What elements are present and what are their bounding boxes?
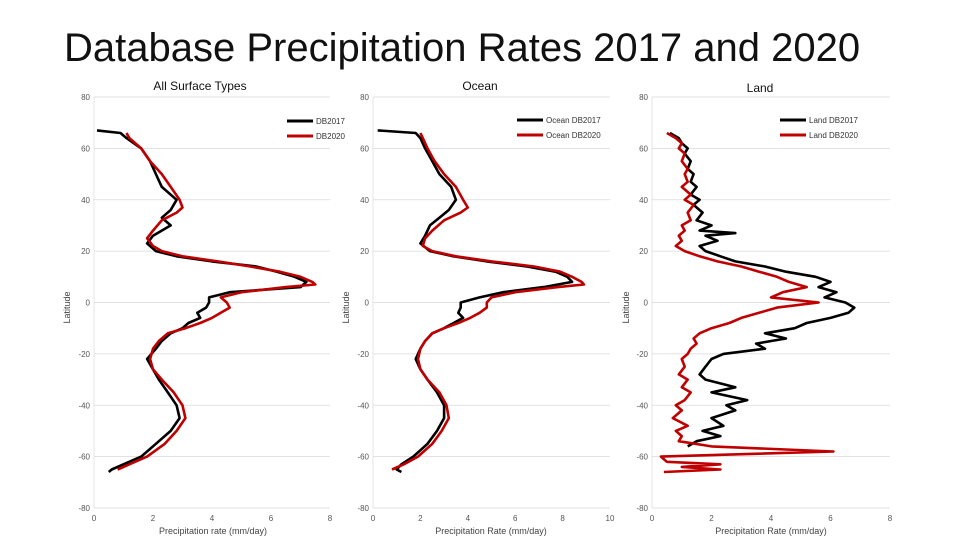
y-tick-label: -80	[636, 504, 648, 513]
x-tick-label: 4	[210, 514, 215, 523]
y-tick-label: -60	[357, 453, 369, 462]
x-tick-label: 2	[151, 514, 156, 523]
y-tick-label: -60	[78, 453, 90, 462]
legend-label: DB2020	[316, 132, 345, 141]
slide-title: Database Precipitation Rates 2017 and 20…	[64, 26, 861, 70]
x-tick-label: 10	[606, 514, 615, 523]
x-axis-label: Precipitation Rate (mm/day)	[715, 526, 827, 536]
chart-title: Land	[747, 81, 774, 95]
x-tick-label: 8	[328, 514, 333, 523]
y-tick-label: -80	[357, 504, 369, 513]
legend-label: Ocean DB2020	[546, 131, 601, 140]
x-tick-label: 2	[709, 514, 714, 523]
y-tick-label: 80	[81, 93, 90, 102]
y-tick-label: -20	[357, 350, 369, 359]
x-axis-label: Precipitation Rate (mm/day)	[435, 526, 547, 536]
y-tick-label: -40	[78, 401, 90, 410]
chart-title: Ocean	[462, 79, 497, 93]
series-line-2020	[659, 131, 835, 474]
y-tick-label: 20	[360, 247, 369, 256]
x-tick-label: 0	[371, 514, 376, 523]
y-tick-label: 0	[86, 299, 91, 308]
x-tick-label: 6	[513, 514, 518, 523]
x-tick-label: 4	[466, 514, 471, 523]
y-tick-label: -40	[636, 401, 648, 410]
y-tick-label: 60	[81, 144, 90, 153]
y-tick-label: -60	[636, 453, 648, 462]
series-line-2020	[391, 132, 586, 471]
y-tick-label: 60	[360, 144, 369, 153]
series-line-2017	[669, 131, 856, 448]
y-tick-label: 80	[360, 93, 369, 102]
y-tick-label: 40	[81, 196, 90, 205]
y-tick-label: 0	[644, 299, 649, 308]
x-tick-label: 8	[888, 514, 893, 523]
x-axis-label: Precipitation rate (mm/day)	[159, 526, 267, 536]
series-line-2017	[377, 129, 574, 474]
y-axis-label: Latitude	[621, 291, 631, 323]
legend-label: Ocean DB2017	[546, 116, 601, 125]
legend-label: DB2017	[316, 117, 345, 126]
y-tick-label: 40	[360, 196, 369, 205]
y-tick-label: -40	[357, 401, 369, 410]
y-tick-label: 40	[639, 196, 648, 205]
legend-label: Land DB2020	[809, 131, 858, 140]
x-tick-label: 6	[828, 514, 833, 523]
x-tick-label: 0	[650, 514, 655, 523]
chart-title: All Surface Types	[153, 79, 246, 93]
y-tick-label: 0	[365, 299, 370, 308]
x-tick-label: 6	[269, 514, 274, 523]
x-tick-label: 4	[769, 514, 774, 523]
y-tick-label: 80	[639, 93, 648, 102]
x-tick-label: 0	[92, 514, 97, 523]
x-tick-label: 8	[560, 514, 565, 523]
y-tick-label: -20	[636, 350, 648, 359]
y-axis-label: Latitude	[341, 291, 351, 323]
x-tick-label: 2	[418, 514, 423, 523]
y-axis-label: Latitude	[62, 291, 72, 323]
series-line-2017	[96, 129, 308, 473]
y-tick-label: 20	[81, 247, 90, 256]
y-tick-label: 20	[639, 247, 648, 256]
series-line-2020	[117, 132, 317, 471]
y-tick-label: -80	[78, 504, 90, 513]
y-tick-label: -20	[78, 350, 90, 359]
y-tick-label: 60	[639, 144, 648, 153]
legend-label: Land DB2017	[809, 116, 858, 125]
